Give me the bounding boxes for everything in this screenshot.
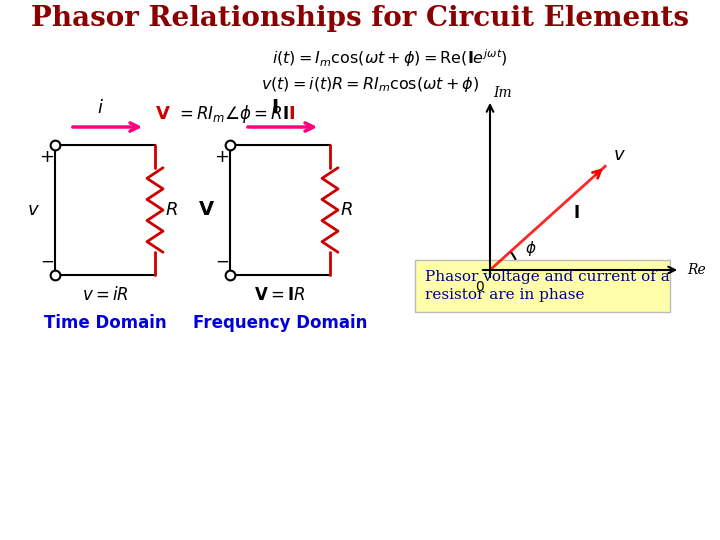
Text: 0: 0: [476, 280, 485, 294]
Text: +: +: [40, 148, 55, 166]
Text: Re: Re: [687, 263, 706, 277]
Text: $-$: $-$: [40, 252, 54, 270]
Text: $v = iR$: $v = iR$: [81, 286, 128, 304]
Text: Im: Im: [493, 86, 512, 100]
Text: $\mathbf{I}$: $\mathbf{I}$: [288, 105, 295, 123]
Text: $v(t) = i(t)R = RI_m \cos(\omega t + \phi)$: $v(t) = i(t)R = RI_m \cos(\omega t + \ph…: [261, 76, 480, 94]
Text: $= RI_m\angle\phi=R\mathbf{I}$: $= RI_m\angle\phi=R\mathbf{I}$: [176, 103, 289, 125]
Text: $\phi$: $\phi$: [525, 239, 536, 258]
Text: +: +: [215, 148, 230, 166]
Text: $v$: $v$: [27, 201, 40, 219]
Text: $\mathbf{V}$: $\mathbf{V}$: [197, 201, 215, 219]
Text: $v$: $v$: [613, 146, 626, 164]
Text: $\mathbf{I}$: $\mathbf{I}$: [573, 205, 580, 222]
Text: $\mathbf{I}$: $\mathbf{I}$: [271, 99, 279, 117]
Text: $-$: $-$: [215, 252, 229, 270]
Text: $i(t) = I_m \cos(\omega t + \phi) = \mathrm{Re}(\mathbf{I}e^{j\omega t})$: $i(t) = I_m \cos(\omega t + \phi) = \mat…: [272, 47, 508, 69]
Text: $i$: $i$: [96, 99, 104, 117]
Text: Time Domain: Time Domain: [44, 314, 166, 332]
Text: Phasor voltage and current of a
resistor are in phase: Phasor voltage and current of a resistor…: [425, 270, 670, 302]
Text: Frequency Domain: Frequency Domain: [193, 314, 367, 332]
Text: Phasor Relationships for Circuit Elements: Phasor Relationships for Circuit Element…: [31, 5, 689, 32]
Text: $R$: $R$: [340, 201, 352, 219]
Text: $\mathbf{V}$: $\mathbf{V}$: [155, 105, 171, 123]
Text: $R$: $R$: [165, 201, 177, 219]
FancyBboxPatch shape: [415, 260, 670, 312]
Text: $\mathbf{V} = \mathbf{I}R$: $\mathbf{V} = \mathbf{I}R$: [254, 287, 306, 303]
